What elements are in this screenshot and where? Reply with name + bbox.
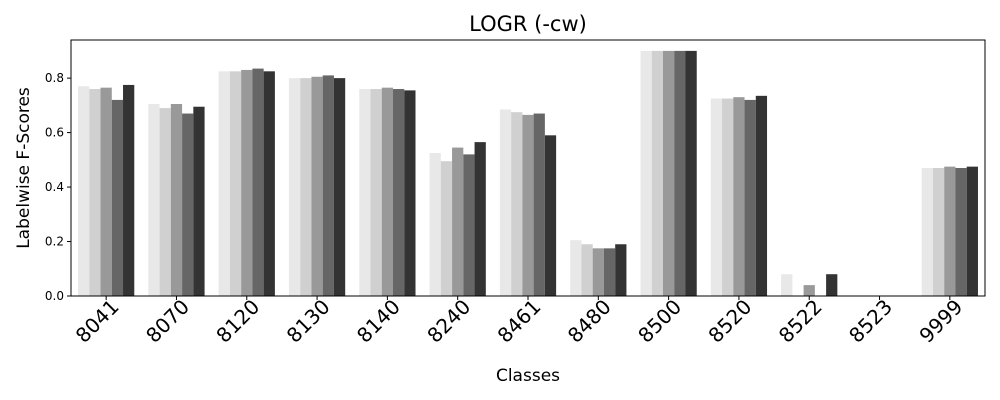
bar (170, 104, 183, 296)
bar (111, 99, 124, 297)
bar (463, 154, 475, 296)
x-tick-label: 8140 (352, 295, 405, 348)
bar (288, 78, 301, 297)
bar (499, 109, 512, 296)
bar (229, 71, 242, 296)
bar (640, 50, 652, 296)
bar (662, 50, 675, 296)
x-tick-label: 8070 (141, 295, 194, 348)
bar (100, 87, 112, 296)
x-tick-label: 8120 (211, 295, 264, 348)
y-tick-label: 0.6 (45, 126, 64, 140)
bar (474, 142, 486, 296)
x-axis-label: Classes (496, 366, 560, 386)
bar (932, 168, 945, 296)
x-tick-label: 9999 (914, 295, 967, 348)
y-tick-label: 0.8 (45, 71, 64, 85)
bar (381, 87, 394, 296)
bar (440, 161, 453, 296)
y-tick-label: 0.4 (45, 180, 64, 194)
y-axis-label: Labelwise F-Scores (14, 87, 34, 249)
bar (533, 113, 545, 296)
bar (592, 248, 604, 296)
bars-group (78, 50, 978, 297)
bar (944, 166, 956, 296)
x-axis: 8041 8070 8120 8130 8140 8240 8461 8480 8500 8520… (71, 295, 968, 348)
y-tick-label: 0.2 (45, 235, 64, 249)
bar (651, 50, 663, 296)
bar (404, 90, 416, 296)
bar (781, 274, 793, 296)
bar (803, 285, 815, 296)
bar (300, 78, 312, 297)
bar (674, 50, 686, 296)
bar (89, 89, 101, 297)
bar (966, 166, 978, 296)
bar (370, 89, 382, 297)
bar (544, 135, 557, 296)
bar (826, 274, 838, 296)
bar (755, 95, 768, 296)
bar (733, 97, 745, 296)
bar (744, 99, 756, 297)
bar (710, 98, 723, 296)
bar (241, 69, 253, 296)
bar (603, 248, 616, 296)
bar (452, 147, 464, 296)
bar (148, 104, 160, 296)
bar (322, 75, 334, 296)
bar (393, 89, 405, 297)
bar (570, 240, 582, 296)
bar (581, 244, 593, 296)
x-tick-label: 8500 (633, 295, 686, 348)
bar (252, 68, 264, 297)
bar (685, 50, 697, 296)
x-tick-label: 8240 (422, 295, 475, 348)
bar (193, 106, 205, 296)
bar (263, 71, 275, 296)
x-tick-label: 8130 (282, 295, 335, 348)
bar (182, 113, 194, 296)
bar (159, 108, 171, 296)
bar (311, 76, 323, 296)
x-tick-label: 8480 (563, 295, 616, 348)
x-tick-label: 8523 (844, 295, 897, 348)
x-tick-label: 8520 (703, 295, 756, 348)
bar (511, 112, 523, 296)
bar (921, 168, 933, 296)
x-tick-label: 8461 (493, 295, 546, 348)
x-tick-label: 8522 (774, 295, 827, 348)
bar (218, 71, 230, 296)
bar (123, 84, 135, 296)
bar (333, 78, 346, 297)
bar (522, 114, 534, 296)
bar (615, 244, 627, 296)
y-axis: 0.0 0.2 0.4 0.6 0.8 (45, 71, 71, 303)
chart-title: LOGR (-cw) (469, 12, 587, 36)
y-tick-label: 0.0 (45, 289, 64, 303)
bar (955, 168, 967, 296)
bar (429, 153, 441, 296)
bar (78, 86, 90, 296)
x-tick-label: 8041 (71, 295, 124, 348)
bar (722, 98, 734, 296)
bar (359, 89, 371, 297)
